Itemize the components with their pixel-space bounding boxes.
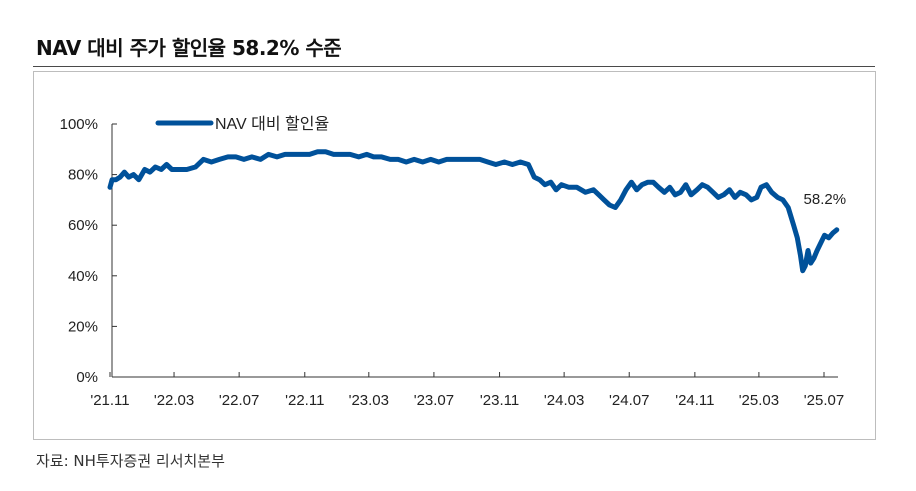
series-area <box>107 149 840 274</box>
x-tick-label: '22.11 <box>285 392 324 409</box>
x-tick-label: '21.11 <box>90 392 129 409</box>
y-tick-label: 0% <box>76 369 98 386</box>
x-tick-label: '22.07 <box>219 392 259 409</box>
y-tick-label: 20% <box>68 318 98 335</box>
title-divider <box>33 66 875 67</box>
end-value-annotation: 58.2% <box>804 191 847 208</box>
x-tick-label: '22.03 <box>154 392 194 409</box>
chart-panel: 0% 20% 40% 60% 80% 100% '21.11 '22.03 '22.07 '22… <box>33 71 876 440</box>
series-line <box>107 149 840 274</box>
x-tick-label: '24.07 <box>609 392 649 409</box>
y-tick-label: 100% <box>60 116 98 133</box>
x-tick-label: '25.03 <box>739 392 779 409</box>
y-tick-label: 40% <box>68 268 98 285</box>
y-axis: 0% 20% 40% 60% 80% 100% <box>60 116 117 386</box>
page-title: NAV 대비 주가 할인율 58.2% 수준 <box>36 36 342 60</box>
legend-label: NAV 대비 할인율 <box>215 115 329 133</box>
y-tick-label: 60% <box>68 217 98 234</box>
x-tick-label: '25.07 <box>804 392 844 409</box>
x-tick-label: '23.11 <box>480 392 519 409</box>
line-chart: 0% 20% 40% 60% 80% 100% '21.11 '22.03 '22.07 '22… <box>60 115 847 409</box>
x-tick-label: '23.03 <box>349 392 389 409</box>
y-tick-label: 80% <box>68 167 98 184</box>
x-tick-label: '23.07 <box>414 392 454 409</box>
source-note: 자료: NH투자증권 리서치본부 <box>36 452 225 470</box>
x-tick-label: '24.03 <box>544 392 584 409</box>
legend: NAV 대비 할인율 <box>155 115 329 133</box>
x-axis: '21.11 '22.03 '22.07 '22.11 '23.03 '23.07 '23.… <box>90 372 844 409</box>
x-tick-label: '24.11 <box>675 392 714 409</box>
